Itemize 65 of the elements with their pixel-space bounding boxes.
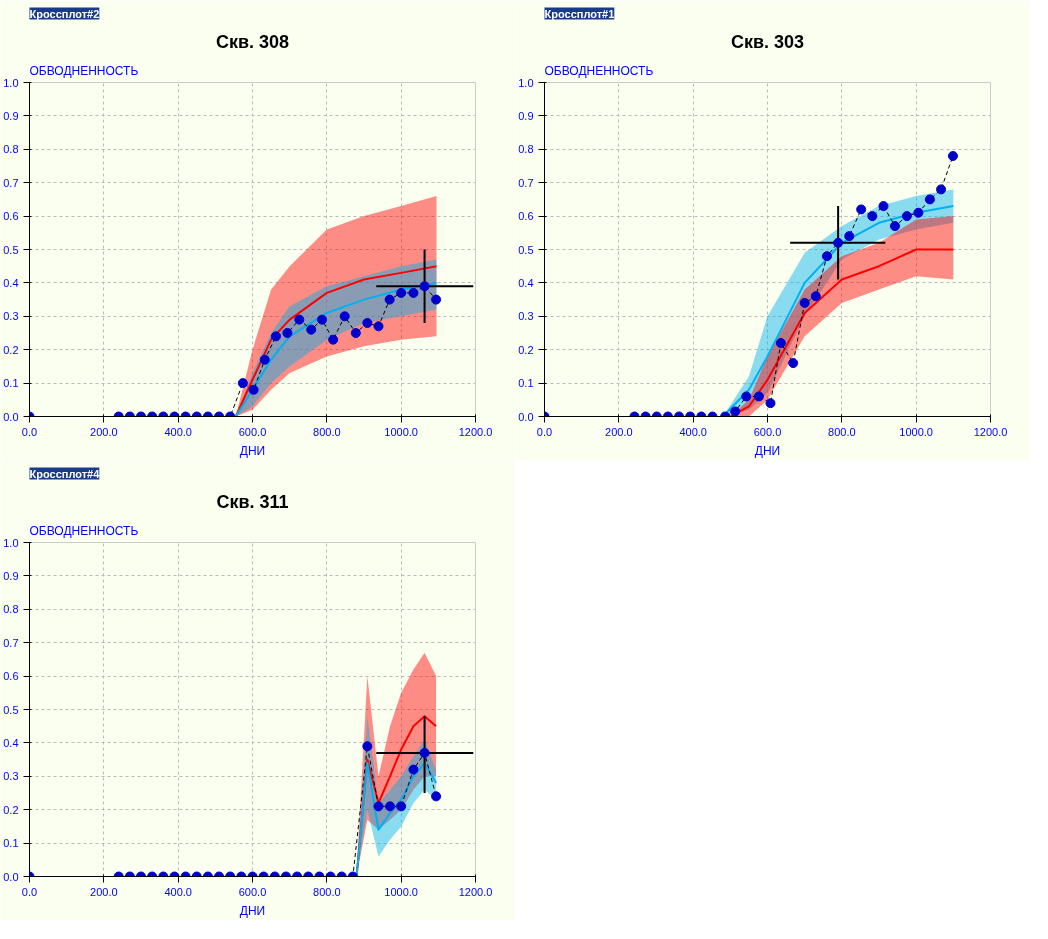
y-tick-label: 0.5 — [3, 243, 19, 256]
y-tick-label: 0.0 — [3, 870, 19, 883]
x-tick-label: 400.0 — [679, 425, 707, 438]
y-tick-label: 0.6 — [518, 210, 534, 223]
chart-title: Скв. 303 — [730, 31, 805, 52]
y-tick-label: 0.2 — [3, 343, 19, 356]
y-tick-label: 0.1 — [518, 377, 534, 390]
text: Кроссплот#1 — [544, 7, 615, 20]
x-tick-label: 1000.0 — [384, 885, 418, 898]
y-tick-label: 0.9 — [518, 109, 534, 122]
x-tick-label: 200.0 — [605, 425, 633, 438]
y-tick-label: 0.5 — [518, 243, 534, 256]
x-axis-title: ДНИ — [239, 903, 266, 918]
y-tick-label: 0.0 — [3, 410, 19, 423]
y-tick-label: 0.4 — [3, 736, 19, 749]
x-tick-label: 0.0 — [536, 425, 553, 438]
x-tick-label: 800.0 — [828, 425, 856, 438]
y-tick-label: 0.8 — [3, 603, 19, 616]
y-tick-label: 0.6 — [3, 670, 19, 683]
text: Кроссплот#2 — [29, 7, 100, 20]
y-axis-title: ОБВОДНЕННОСТЬ — [544, 63, 654, 78]
y-tick-label: 1.0 — [3, 536, 19, 549]
y-tick-label: 0.9 — [3, 109, 19, 122]
y-tick-label: 0.4 — [3, 276, 19, 289]
y-tick-label: 0.8 — [518, 143, 534, 156]
x-tick-label: 800.0 — [313, 885, 341, 898]
y-tick-label: 0.9 — [3, 569, 19, 582]
x-axis-title: ДНИ — [754, 443, 781, 458]
x-tick-label: 1000.0 — [899, 425, 933, 438]
x-tick-label: 0.0 — [21, 425, 38, 438]
y-tick-label: 0.2 — [3, 803, 19, 816]
y-tick-label: 0.7 — [3, 176, 19, 189]
x-tick-label: 1200.0 — [458, 425, 493, 438]
y-tick-label: 0.3 — [3, 310, 19, 323]
y-tick-label: 0.5 — [3, 703, 19, 716]
chart-title: Скв. 308 — [215, 31, 290, 52]
x-tick-label: 800.0 — [313, 425, 341, 438]
x-tick-label: 600.0 — [238, 885, 267, 898]
x-tick-label: 200.0 — [90, 425, 118, 438]
y-tick-label: 1.0 — [518, 76, 534, 89]
x-tick-label: 600.0 — [753, 425, 782, 438]
x-tick-label: 1200.0 — [973, 425, 1008, 438]
y-tick-label: 0.6 — [3, 210, 19, 223]
x-tick-label: 400.0 — [164, 425, 192, 438]
y-tick-label: 0.7 — [518, 176, 534, 189]
y-tick-label: 0.3 — [3, 770, 19, 783]
y-tick-label: 0.1 — [3, 837, 19, 850]
y-tick-label: 1.0 — [3, 76, 19, 89]
y-tick-label: 0.2 — [518, 343, 534, 356]
x-tick-label: 1000.0 — [384, 425, 418, 438]
y-tick-label: 0.4 — [518, 276, 534, 289]
chart-title: Скв. 311 — [216, 491, 289, 512]
x-tick-label: 600.0 — [238, 425, 267, 438]
y-tick-label: 0.7 — [3, 636, 19, 649]
x-axis-title: ДНИ — [239, 443, 266, 458]
y-tick-label: 0.8 — [3, 143, 19, 156]
y-tick-label: 0.0 — [518, 410, 534, 423]
x-tick-label: 400.0 — [164, 885, 192, 898]
x-tick-label: 200.0 — [90, 885, 118, 898]
y-axis-title: ОБВОДНЕННОСТЬ — [29, 63, 139, 78]
y-tick-label: 0.3 — [518, 310, 534, 323]
x-tick-label: 1200.0 — [458, 885, 493, 898]
y-axis-title: ОБВОДНЕННОСТЬ — [29, 523, 139, 538]
x-tick-label: 0.0 — [21, 885, 38, 898]
y-tick-label: 0.1 — [3, 377, 19, 390]
